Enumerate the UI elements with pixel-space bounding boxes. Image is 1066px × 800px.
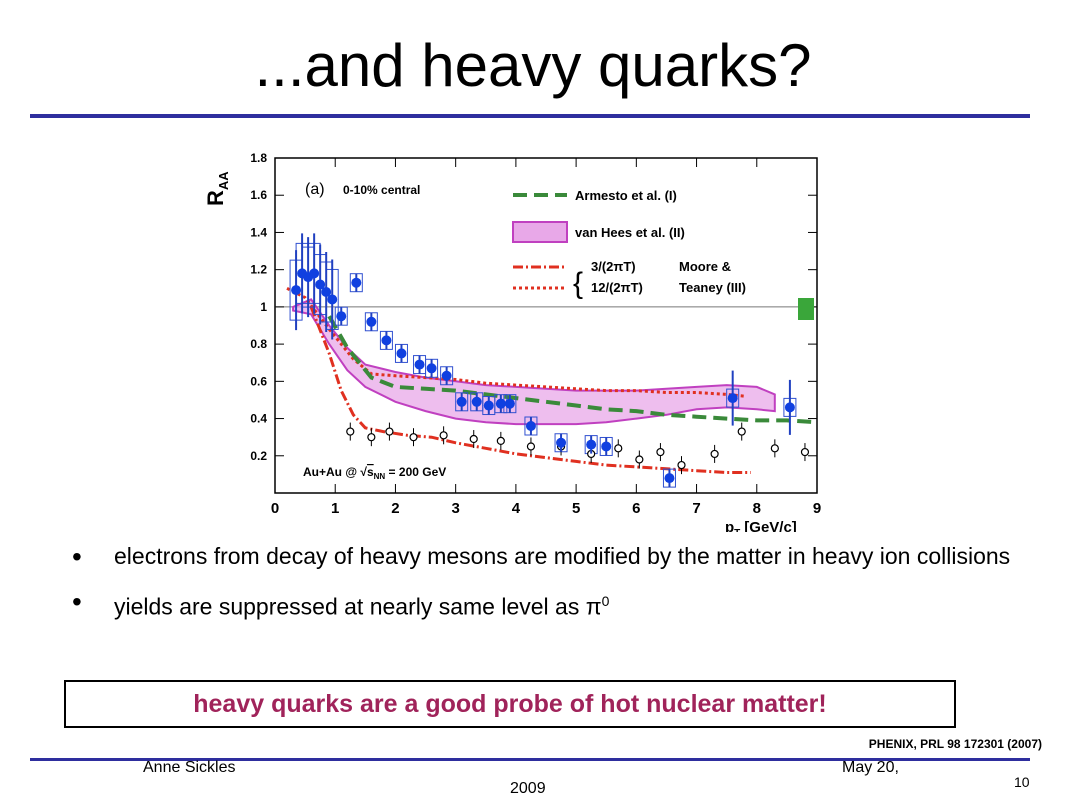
electron-point bbox=[601, 441, 612, 452]
pi0-point bbox=[710, 449, 719, 459]
footer-author: Anne Sickles bbox=[143, 759, 236, 776]
y-tick-label: 0.4 bbox=[250, 412, 267, 426]
x-tick-label: 8 bbox=[753, 500, 761, 517]
electron-point bbox=[321, 287, 332, 297]
pi0-point bbox=[770, 444, 779, 453]
electron-point bbox=[315, 279, 326, 290]
pi0-point bbox=[439, 431, 448, 440]
pi0-point bbox=[367, 433, 376, 442]
legend-moore-b-label: 12/(2πT) bbox=[591, 280, 643, 295]
electron-point bbox=[396, 348, 407, 359]
pi0-point bbox=[635, 455, 644, 464]
footer-rule bbox=[30, 758, 1030, 761]
xlabel: pT[GeV/c] bbox=[725, 519, 797, 532]
bullet-item: • electrons from decay of heavy mesons a… bbox=[70, 540, 1060, 573]
electron-point bbox=[664, 473, 675, 484]
electron-point bbox=[471, 396, 482, 407]
pi0-point bbox=[677, 460, 686, 470]
electron-point bbox=[336, 311, 347, 322]
x-tick-label: 1 bbox=[331, 500, 339, 517]
electron-point bbox=[366, 316, 377, 327]
electron-point bbox=[483, 400, 494, 411]
normalization-box bbox=[798, 298, 814, 320]
legend-moore-name1: Moore & bbox=[679, 259, 731, 274]
pi0-point bbox=[496, 436, 505, 445]
electron-point bbox=[441, 370, 452, 381]
x-tick-label: 5 bbox=[572, 500, 580, 517]
x-tick-label: 7 bbox=[692, 500, 700, 517]
bullet-superscript: 0 bbox=[601, 593, 610, 609]
ylabel: RAA bbox=[203, 171, 231, 206]
legend-brace: { bbox=[573, 267, 583, 300]
y-tick-label: 0.6 bbox=[250, 374, 267, 388]
y-tick-label: 1.6 bbox=[250, 188, 267, 202]
conclusion-box: heavy quarks are a good probe of hot nuc… bbox=[64, 680, 956, 728]
reference-citation: PHENIX, PRL 98 172301 (2007) bbox=[868, 737, 1042, 751]
data-points bbox=[291, 233, 810, 488]
pi0-point bbox=[526, 442, 536, 451]
x-tick-label: 2 bbox=[391, 500, 399, 517]
electron-point bbox=[525, 421, 536, 431]
slide-title: ...and heavy quarks? bbox=[254, 32, 812, 99]
electron-point bbox=[309, 268, 320, 279]
pi0-point bbox=[385, 427, 394, 436]
bullet-text: yields are suppressed at nearly same lev… bbox=[114, 593, 602, 620]
y-tick-label: 0.8 bbox=[250, 337, 267, 351]
x-tick-label: 0 bbox=[271, 500, 279, 517]
bullet-list: • electrons from decay of heavy mesons a… bbox=[70, 540, 1060, 636]
y-tick-label: 1.2 bbox=[250, 263, 267, 277]
pi0-point bbox=[737, 427, 746, 436]
electron-point bbox=[556, 437, 567, 448]
pi0-point bbox=[614, 444, 623, 453]
panel-label: (a) bbox=[305, 181, 325, 198]
raa-chart: 0 1 2 3 4 5 6 7 8 90.20.40.60.811.21.41.61.8 RAA … bbox=[203, 151, 821, 532]
pi0-point bbox=[800, 447, 810, 457]
bullet-dot: • bbox=[72, 586, 82, 617]
legend-moore-a-label: 3/(2πT) bbox=[591, 259, 636, 274]
electron-point bbox=[426, 363, 437, 374]
electron-point bbox=[784, 402, 795, 413]
y-tick-label: 0.2 bbox=[250, 449, 267, 463]
electron-point bbox=[327, 294, 338, 305]
electron-point bbox=[727, 393, 738, 404]
x-tick-label: 9 bbox=[813, 500, 821, 517]
footer-date-line1: May 20, bbox=[842, 759, 899, 776]
y-tick-label: 1.4 bbox=[250, 225, 267, 239]
electron-point bbox=[414, 359, 425, 370]
x-tick-label: 4 bbox=[512, 500, 521, 517]
electron-point bbox=[381, 335, 392, 346]
electron-point bbox=[504, 398, 515, 409]
x-tick-label: 6 bbox=[632, 500, 640, 517]
footer-date-line2: 2009 bbox=[510, 780, 546, 797]
bullet-dot: • bbox=[72, 541, 82, 572]
y-tick-label: 1 bbox=[260, 300, 267, 314]
title-underline bbox=[30, 114, 1030, 118]
electron-point bbox=[495, 398, 506, 409]
system-label: Au+Au @ √sNN = 200 GeV bbox=[303, 465, 446, 481]
moore-teaney-12-curve bbox=[286, 286, 745, 398]
x-tick-label: 3 bbox=[451, 500, 459, 517]
pi0-point bbox=[346, 427, 355, 436]
plot-frame bbox=[274, 157, 818, 494]
electron-point bbox=[291, 285, 302, 296]
legend-vanhees-swatch bbox=[512, 221, 568, 243]
electron-point bbox=[351, 277, 362, 288]
armesto-curve bbox=[327, 315, 818, 425]
y-tick-label: 1.8 bbox=[250, 151, 267, 165]
bullet-item: • yields are suppressed at nearly same l… bbox=[70, 585, 1060, 624]
pi0-point bbox=[656, 447, 665, 457]
page-number: 10 bbox=[1014, 774, 1030, 790]
centrality-label: 0-10% central bbox=[343, 183, 420, 197]
bullet-text: electrons from decay of heavy mesons are… bbox=[114, 543, 1011, 569]
legend-armesto-label: Armesto et al. (I) bbox=[575, 188, 677, 203]
pi0-point bbox=[409, 433, 418, 442]
electron-point bbox=[586, 439, 597, 450]
legend-moore-name2: Teaney (III) bbox=[679, 280, 746, 295]
legend-vanhees-label: van Hees et al. (II) bbox=[575, 225, 685, 240]
legend: Armesto et al. (I) van Hees et al. (II) … bbox=[512, 188, 746, 300]
electron-point bbox=[456, 396, 467, 407]
pi0-point bbox=[469, 434, 478, 444]
